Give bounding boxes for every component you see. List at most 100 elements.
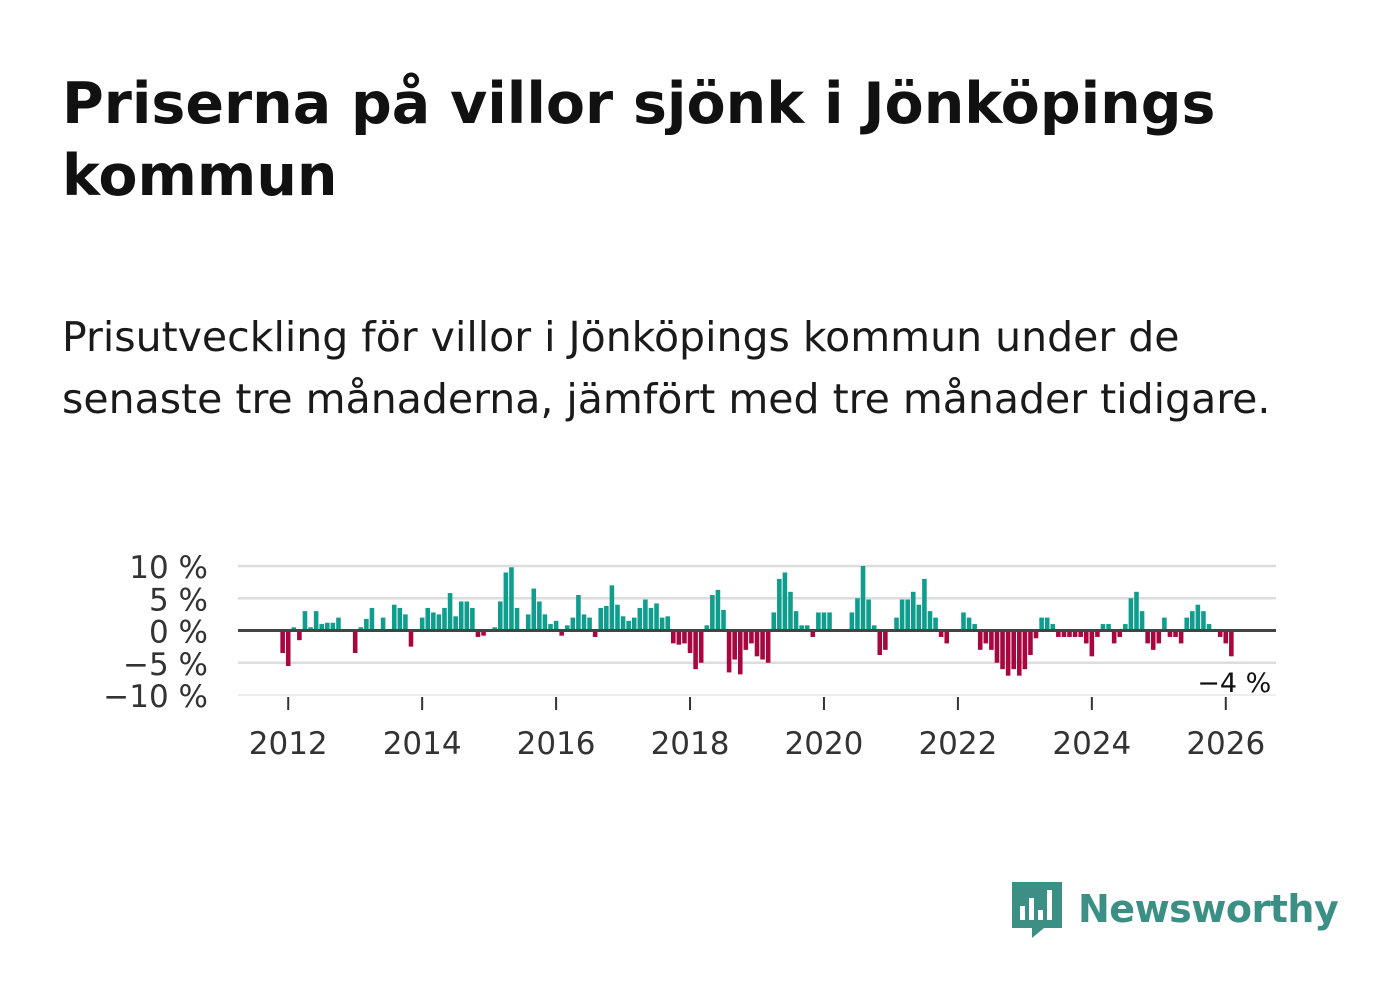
bar bbox=[704, 625, 710, 631]
bar bbox=[408, 630, 414, 647]
bar bbox=[1033, 630, 1039, 639]
x-tick-label: 2024 bbox=[1052, 726, 1131, 762]
x-tick-label: 2026 bbox=[1186, 726, 1265, 762]
bar bbox=[1117, 630, 1123, 637]
bar bbox=[671, 630, 676, 644]
bar bbox=[754, 630, 760, 657]
bar bbox=[938, 630, 944, 637]
chart-subtitle: Prisutveckling för villor i Jönköpings k… bbox=[62, 313, 1271, 423]
bar bbox=[821, 612, 827, 631]
bar bbox=[1078, 630, 1083, 637]
bar bbox=[977, 630, 983, 650]
bar bbox=[531, 588, 537, 631]
bar bbox=[1050, 624, 1056, 631]
bar bbox=[961, 612, 966, 631]
bar bbox=[922, 578, 927, 631]
bar bbox=[1089, 630, 1095, 657]
bar bbox=[1134, 591, 1139, 631]
bar bbox=[542, 614, 548, 631]
bar bbox=[933, 617, 938, 631]
bar bbox=[492, 627, 497, 631]
bar bbox=[855, 598, 860, 631]
bars bbox=[280, 566, 1234, 676]
bar bbox=[1056, 630, 1061, 637]
newsworthy-bar-chart-icon bbox=[1012, 882, 1062, 938]
x-tick-label: 2022 bbox=[918, 726, 997, 762]
x-tick-label: 2014 bbox=[383, 726, 462, 762]
bar bbox=[1145, 630, 1150, 644]
bar bbox=[782, 572, 788, 631]
bar bbox=[899, 599, 905, 631]
bar bbox=[631, 617, 637, 631]
bar bbox=[525, 614, 531, 631]
bar bbox=[749, 630, 754, 644]
bar bbox=[498, 601, 503, 631]
bar bbox=[771, 612, 777, 631]
bar bbox=[470, 607, 475, 631]
bar bbox=[994, 630, 1000, 663]
bar bbox=[336, 617, 341, 631]
bar bbox=[564, 625, 570, 631]
bar bbox=[860, 566, 866, 631]
bar bbox=[877, 630, 883, 656]
y-tick-label: −5 % bbox=[123, 647, 208, 683]
bar bbox=[637, 607, 643, 631]
bar bbox=[503, 572, 509, 631]
bar bbox=[475, 630, 481, 637]
bar bbox=[553, 620, 559, 631]
bar bbox=[743, 630, 749, 650]
bar bbox=[944, 630, 950, 644]
bar bbox=[570, 617, 576, 631]
y-tick-label: 5 % bbox=[149, 582, 208, 618]
bar bbox=[587, 617, 592, 631]
bar bbox=[1190, 611, 1195, 631]
bar bbox=[419, 617, 425, 631]
bar bbox=[358, 627, 364, 631]
bar bbox=[777, 578, 782, 631]
bar bbox=[866, 599, 871, 631]
newsworthy-logo: Newsworthy bbox=[1010, 878, 1339, 940]
bar bbox=[1223, 630, 1229, 644]
bar bbox=[442, 607, 447, 631]
bar bbox=[737, 630, 743, 675]
bar bbox=[1217, 630, 1223, 637]
bar bbox=[983, 630, 989, 644]
last-value-label: −4 % bbox=[1197, 668, 1271, 699]
bar bbox=[1156, 630, 1162, 644]
bar bbox=[436, 614, 442, 631]
bar bbox=[1100, 624, 1106, 631]
bar bbox=[1072, 630, 1078, 637]
bar bbox=[827, 612, 832, 631]
bar bbox=[302, 611, 308, 631]
bar bbox=[1106, 624, 1111, 631]
bar bbox=[369, 607, 375, 631]
bar bbox=[1083, 630, 1089, 644]
bar bbox=[609, 585, 615, 631]
bar bbox=[1195, 604, 1201, 631]
bar bbox=[285, 630, 291, 666]
gridlines bbox=[238, 564, 1276, 696]
bar bbox=[403, 614, 408, 631]
bar bbox=[894, 617, 899, 631]
bar bbox=[1067, 630, 1072, 637]
bar bbox=[966, 617, 972, 631]
bar bbox=[458, 601, 464, 631]
bar bbox=[1017, 630, 1022, 676]
bar bbox=[1095, 630, 1100, 637]
bar bbox=[1028, 630, 1033, 656]
bar bbox=[1061, 630, 1067, 637]
bar bbox=[648, 607, 654, 631]
bar bbox=[1184, 617, 1189, 631]
bar bbox=[548, 624, 553, 631]
bar bbox=[352, 630, 358, 654]
bar-chart: 10 %5 %0 %−5 %−10 % 2012 2014 2016 2018 2020… bbox=[103, 550, 1276, 762]
bar bbox=[431, 612, 436, 631]
bar bbox=[721, 609, 726, 631]
bar bbox=[592, 630, 598, 637]
bar bbox=[297, 630, 302, 641]
bar bbox=[291, 627, 297, 631]
y-tick-label: 0 % bbox=[149, 615, 208, 651]
bar bbox=[464, 601, 470, 631]
bar bbox=[698, 630, 704, 663]
bar bbox=[1123, 624, 1128, 631]
